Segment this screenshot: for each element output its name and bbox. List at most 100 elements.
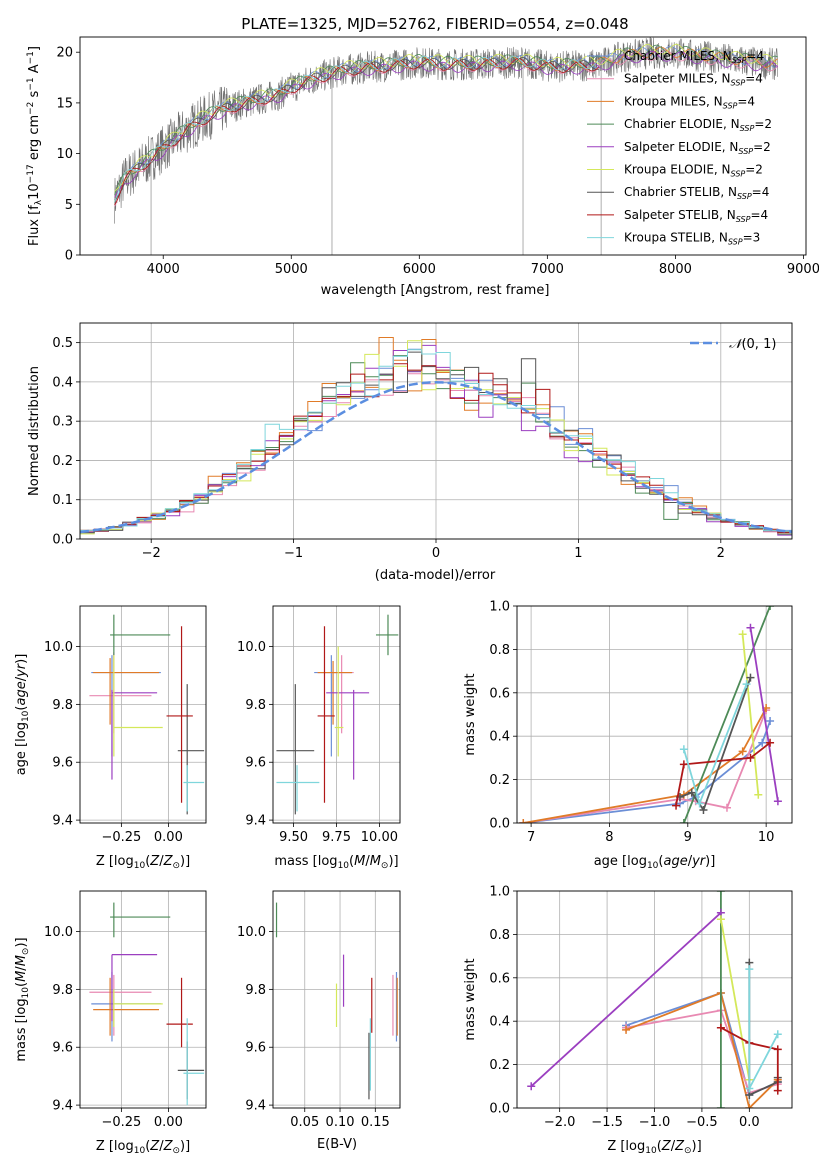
age-vs-mass-axes: 9.50 9.75 10.00 9.4 9.6 9.8 10.0 xyxy=(237,606,400,845)
age-vs-mass-errorbar xyxy=(326,689,370,780)
age-vs-mass-errorbar xyxy=(276,765,320,812)
weight-vs-age-point-marker xyxy=(746,673,755,682)
weight-vs-Z-point-marker xyxy=(773,1045,782,1054)
weight-vs-Z-point-marker xyxy=(622,1025,631,1034)
weight-vs-age-ylabel: mass weight xyxy=(463,673,478,755)
residuals-ytick-label: 0.4 xyxy=(52,375,73,390)
weight-vs-age-ytick-label: 0.4 xyxy=(489,730,510,745)
weight-vs-age-point-marker xyxy=(519,819,528,823)
residuals-plot-area xyxy=(80,337,792,539)
weight-vs-age-point-marker xyxy=(766,717,775,726)
age-vs-Z-ylabel: age [log10​(age/yr)] xyxy=(14,654,31,776)
age-vs-Z-xlabel: Z [log10​(Z/Z⊙​)] xyxy=(96,854,190,871)
weight-vs-age-series-line xyxy=(675,741,771,806)
weight-vs-Z-plot-area xyxy=(527,891,782,1108)
age-vs-Z-errorbar xyxy=(93,658,159,725)
weight-vs-Z-point-marker xyxy=(745,965,754,974)
spectrum-xtick-label: 4000 xyxy=(147,262,180,277)
weight-vs-Z-ytick-label: 0.2 xyxy=(489,1058,510,1073)
spectrum-legend-label: Kroupa MILES, NSSP=4 xyxy=(624,94,755,110)
spectrum-xtick-label: 9000 xyxy=(787,262,819,277)
weight-vs-age-point-marker xyxy=(679,819,688,823)
weight-vs-Z-point-marker xyxy=(773,1086,782,1095)
spectrum-legend-label: Salpeter MILES, NSSP=4 xyxy=(624,72,763,88)
spectrum-model-line xyxy=(114,44,778,195)
residuals-ytick-label: 0.1 xyxy=(52,493,73,508)
residuals-ylabel: Normed distribution xyxy=(27,366,42,496)
spectrum-legend-label: Kroupa ELODIE, NSSP=2 xyxy=(624,163,763,179)
age-vs-mass-ytick-label: 9.6 xyxy=(245,756,266,771)
spectrum-legend-label: Salpeter STELIB, NSSP=4 xyxy=(624,208,768,224)
weight-vs-Z-ytick-label: 1.0 xyxy=(489,885,510,900)
spectrum-legend-label: Chabrier STELIB, NSSP=4 xyxy=(624,185,769,201)
residuals-normal-curve xyxy=(80,381,792,534)
spectrum-ytick-label: 20 xyxy=(56,46,73,61)
age-vs-mass-xlabel: mass [log10​(M/M⊙​)] xyxy=(274,854,398,871)
weight-vs-age-series-line xyxy=(523,707,767,823)
weight-vs-age-point-marker xyxy=(754,790,763,799)
weight-vs-age-xtick-label: 10 xyxy=(758,830,775,845)
spectrum-xtick-label: 7000 xyxy=(531,262,564,277)
weight-vs-Z-xtick-label: −1.5 xyxy=(591,1115,623,1130)
age-vs-mass-errorbar xyxy=(317,626,335,803)
mass-vs-EBV-ytick-label: 10.0 xyxy=(237,925,266,940)
weight-vs-age-ytick-label: 0.0 xyxy=(489,817,510,832)
weight-vs-age-point-marker xyxy=(738,747,747,756)
weight-vs-age-point-marker xyxy=(758,738,767,747)
age-vs-Z-plot-area xyxy=(89,614,205,815)
spectrum-ytick-label: 0 xyxy=(65,249,73,264)
age-vs-Z-ytick-label: 9.6 xyxy=(52,756,73,771)
weight-vs-Z-series-line xyxy=(748,962,779,1097)
weight-vs-age-ytick-label: 0.6 xyxy=(489,686,510,701)
mass-vs-EBV-axes: 0.05 0.10 0.15 9.4 9.6 9.8 10.0 xyxy=(237,891,400,1130)
weight-vs-age-point-marker xyxy=(679,760,688,769)
mass-vs-Z-errorbar xyxy=(183,1018,205,1106)
mass-vs-EBV-xlabel: E(B-V) xyxy=(317,1137,357,1152)
age-vs-mass-errorbar xyxy=(334,646,344,757)
age-vs-Z-errorbar xyxy=(113,655,163,757)
spectrum-frame xyxy=(79,36,807,256)
age-vs-Z-xtick-label: 0.00 xyxy=(154,830,183,845)
residuals-xtick-label: 0 xyxy=(432,546,440,561)
spectrum-legend-label: Kroupa STELIB, NSSP=3 xyxy=(624,231,760,247)
weight-vs-Z-xtick-label: 0.0 xyxy=(739,1115,760,1130)
spectrum-ytick-label: 10 xyxy=(56,147,73,162)
weight-vs-age-xlabel: age [log10​(age/yr)] xyxy=(594,854,716,871)
mass-vs-Z-xtick-label: 0.00 xyxy=(154,1115,183,1130)
weight-vs-age-point-marker xyxy=(672,801,681,810)
weight-vs-age-ytick-label: 0.8 xyxy=(489,643,510,658)
weight-vs-Z-ytick-label: 0.4 xyxy=(489,1015,510,1030)
age-vs-Z-ytick-label: 9.4 xyxy=(52,814,73,829)
age-vs-Z-xtick-label: −0.25 xyxy=(101,830,141,845)
age-vs-mass-xtick-label: 9.75 xyxy=(322,830,351,845)
weight-vs-age-xtick-label: 8 xyxy=(605,830,613,845)
residuals-xlabel: (data-model)/error xyxy=(375,568,496,583)
weight-vs-age-point-marker xyxy=(695,799,704,808)
mass-vs-Z-errorbar xyxy=(93,977,159,1036)
weight-vs-Z-xtick-label: −2.0 xyxy=(544,1115,576,1130)
weight-vs-Z-point-marker xyxy=(527,1082,536,1091)
weight-vs-age-point-marker xyxy=(742,680,751,689)
spectrum-model-line xyxy=(114,58,599,206)
age-vs-Z-ytick-label: 9.8 xyxy=(52,698,73,713)
age-vs-mass-errorbar xyxy=(317,655,354,734)
age-vs-Z-frame xyxy=(79,605,207,824)
age-vs-mass-errorbar xyxy=(276,684,315,815)
weight-vs-age-frame xyxy=(516,605,793,824)
mass-vs-Z-ytick-label: 9.4 xyxy=(52,1099,73,1114)
spectrum-legend-label: Salpeter ELODIE, NSSP=2 xyxy=(624,140,771,156)
residuals-legend-label: 𝒩(0, 1) xyxy=(729,337,776,352)
weight-vs-age-point-marker xyxy=(746,753,755,762)
mass-vs-Z-ytick-label: 9.6 xyxy=(52,1041,73,1056)
spectrum-model-line xyxy=(114,43,779,192)
mass-vs-Z-errorbar xyxy=(177,1041,205,1100)
weight-vs-age-point-marker xyxy=(738,630,747,639)
spectrum-model-line xyxy=(114,55,599,203)
age-vs-Z-axes: −0.25 0.00 9.4 9.6 9.8 10.0 xyxy=(44,606,206,845)
weight-vs-Z-xtick-label: −0.5 xyxy=(686,1115,718,1130)
spectrum-axes: 4000 5000 6000 7000 8000 9000 0 5 10 15 20 xyxy=(56,46,819,277)
residuals-ytick-label: 0.3 xyxy=(52,415,73,430)
weight-vs-age-point-marker xyxy=(766,606,775,610)
mass-vs-EBV-ytick-label: 9.4 xyxy=(245,1099,266,1114)
age-vs-mass-ytick-label: 9.4 xyxy=(245,814,266,829)
